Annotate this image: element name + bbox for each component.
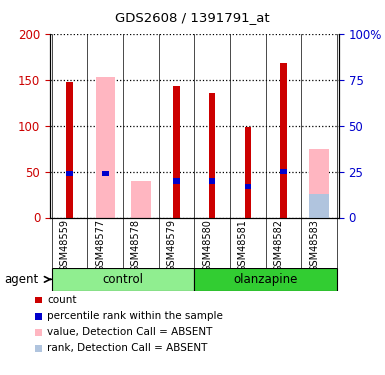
Bar	[310, 148, 329, 217]
Bar	[67, 171, 73, 176]
Bar	[131, 181, 151, 218]
Text: count: count	[47, 295, 77, 305]
Text: GDS2608 / 1391791_at: GDS2608 / 1391791_at	[115, 11, 270, 24]
Bar	[209, 178, 216, 183]
Text: GSM48582: GSM48582	[274, 219, 283, 272]
Text: GSM48559: GSM48559	[60, 219, 70, 272]
Text: GSM48580: GSM48580	[202, 219, 212, 272]
Text: GSM48583: GSM48583	[309, 219, 319, 272]
Text: percentile rank within the sample: percentile rank within the sample	[47, 311, 223, 321]
Bar	[173, 178, 180, 183]
FancyBboxPatch shape	[194, 268, 337, 291]
Bar	[95, 77, 115, 218]
Bar	[102, 171, 109, 176]
Text: rank, Detection Call = ABSENT: rank, Detection Call = ABSENT	[47, 344, 208, 353]
Bar	[245, 183, 251, 189]
Text: control: control	[103, 273, 144, 286]
Bar	[173, 86, 180, 218]
Bar	[209, 93, 216, 218]
Text: olanzapine: olanzapine	[234, 273, 298, 286]
Text: GSM48581: GSM48581	[238, 219, 248, 272]
Text: GSM48579: GSM48579	[167, 219, 177, 272]
Bar	[67, 82, 73, 218]
Text: GSM48577: GSM48577	[95, 219, 105, 272]
Text: GSM48578: GSM48578	[131, 219, 141, 272]
FancyBboxPatch shape	[52, 268, 194, 291]
Bar	[280, 63, 287, 217]
Bar	[310, 194, 329, 217]
Text: value, Detection Call = ABSENT: value, Detection Call = ABSENT	[47, 327, 213, 337]
Text: agent: agent	[4, 273, 38, 286]
Bar	[280, 169, 287, 174]
Bar	[245, 128, 251, 218]
